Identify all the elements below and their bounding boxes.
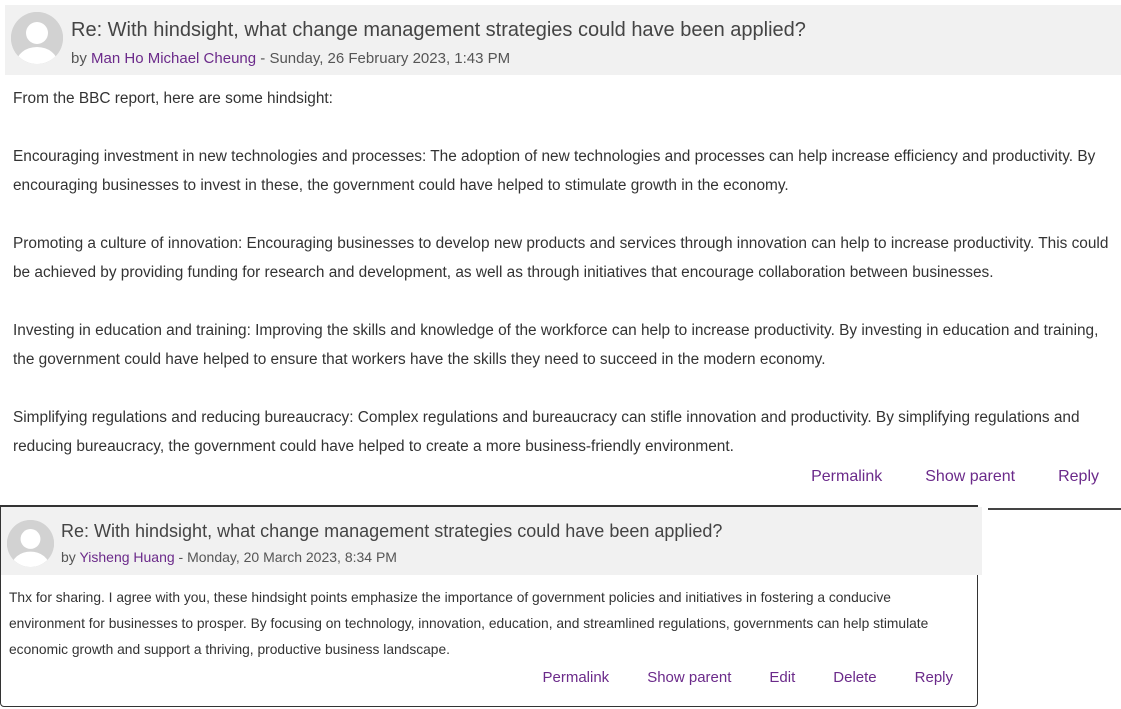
- post-paragraph: Simplifying regulations and reducing bur…: [13, 409, 1080, 455]
- permalink-link[interactable]: Permalink: [542, 669, 610, 686]
- delete-link[interactable]: Delete: [833, 669, 877, 686]
- post-paragraph: Thx for sharing. I agree with you, these…: [9, 590, 929, 657]
- post-date: - Monday, 20 March 2023, 8:34 PM: [174, 549, 397, 565]
- post-header: Re: With hindsight, what change manageme…: [5, 5, 1121, 75]
- post-subject: Re: With hindsight, what change manageme…: [61, 521, 723, 541]
- forum-post-2: Re: With hindsight, what change manageme…: [0, 505, 982, 707]
- user-avatar-icon[interactable]: [11, 12, 63, 64]
- post-actions: Permalink Show parent Edit Delete Reply: [543, 669, 954, 686]
- post-subject: Re: With hindsight, what change manageme…: [71, 19, 806, 41]
- by-label: by: [71, 50, 87, 67]
- forum-post-1: Re: With hindsight, what change manageme…: [5, 5, 1121, 490]
- permalink-link[interactable]: Permalink: [811, 468, 883, 485]
- show-parent-link[interactable]: Show parent: [647, 669, 732, 686]
- post-byline: by Yisheng Huang - Monday, 20 March 2023…: [61, 549, 397, 565]
- post-paragraph: Promoting a culture of innovation: Encou…: [13, 235, 1109, 281]
- post-content: From the BBC report, here are some hinds…: [13, 84, 1121, 490]
- edit-link[interactable]: Edit: [769, 669, 796, 686]
- post-byline: by Man Ho Michael Cheung - Sunday, 26 Fe…: [71, 50, 510, 67]
- author-link[interactable]: Yisheng Huang: [79, 549, 175, 565]
- author-link[interactable]: Man Ho Michael Cheung: [91, 50, 257, 67]
- post-date: - Sunday, 26 February 2023, 1:43 PM: [256, 50, 511, 67]
- reply-link[interactable]: Reply: [1058, 468, 1099, 485]
- thread-divider: [988, 508, 1121, 510]
- reply-link[interactable]: Reply: [914, 669, 953, 686]
- post-paragraph: Encouraging investment in new technologi…: [13, 148, 1096, 194]
- show-parent-link[interactable]: Show parent: [925, 468, 1016, 485]
- post-actions: Permalink Show parent Reply: [811, 468, 1099, 486]
- user-avatar-icon[interactable]: [7, 520, 54, 567]
- post-content: Thx for sharing. I agree with you, these…: [9, 585, 969, 663]
- post-paragraph: Investing in education and training: Imp…: [13, 322, 1099, 368]
- by-label: by: [61, 549, 76, 565]
- post-paragraph: From the BBC report, here are some hinds…: [13, 90, 333, 107]
- post-header: Re: With hindsight, what change manageme…: [1, 507, 982, 575]
